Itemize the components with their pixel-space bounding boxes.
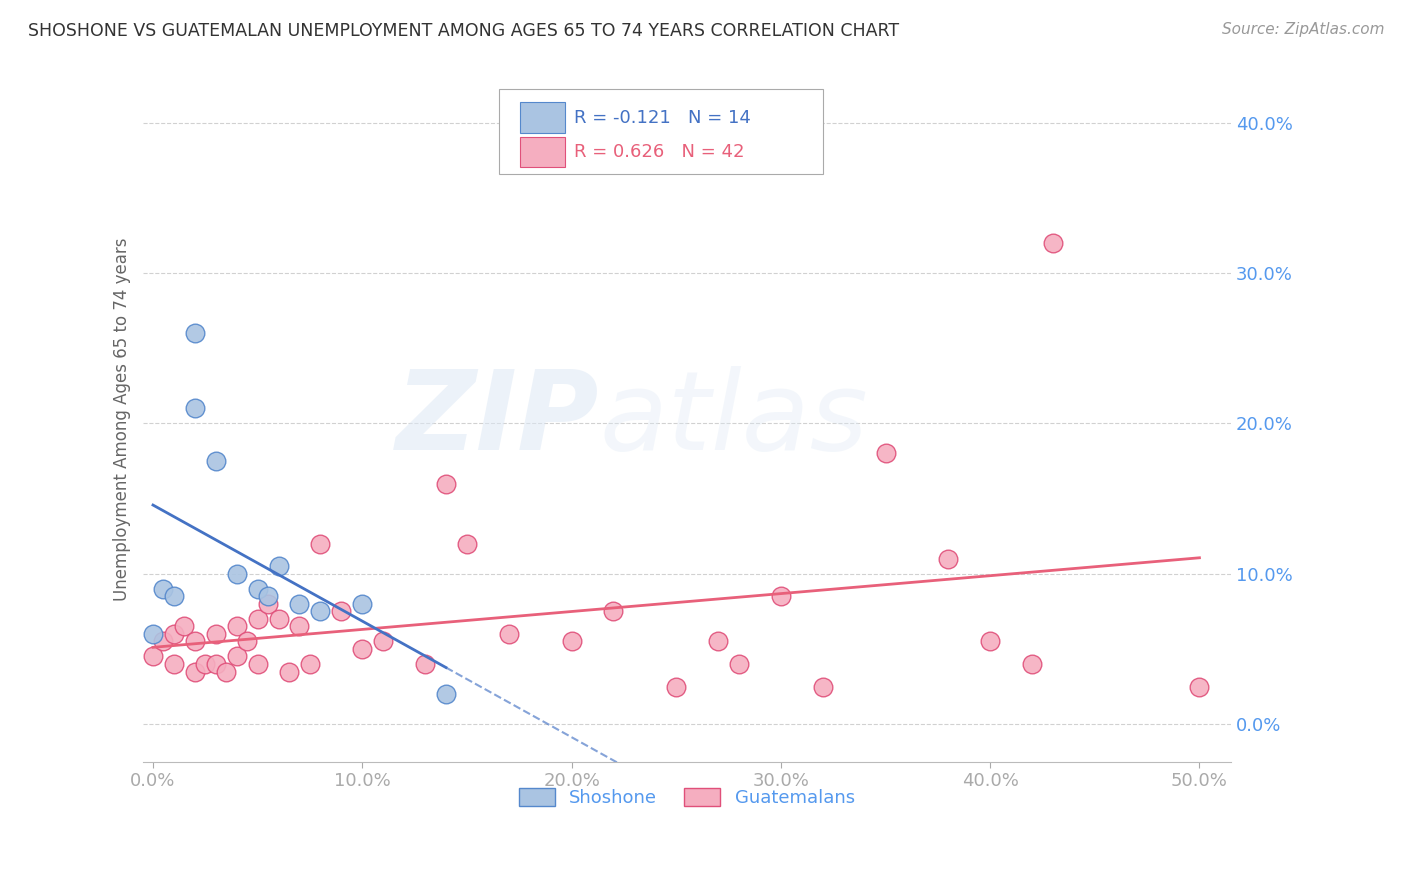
Point [184,401,207,416]
Text: atlas: atlas [599,366,869,473]
Text: Source: ZipAtlas.com: Source: ZipAtlas.com [1222,22,1385,37]
Point [1188,680,1211,694]
Point [434,476,457,491]
Point [194,657,217,671]
Point [246,582,269,596]
Point [267,559,290,574]
Point [352,597,374,611]
Point [163,590,186,604]
Point [267,612,290,626]
Point [456,537,478,551]
Point [225,649,247,664]
Point [309,604,332,618]
Point [204,454,226,468]
Point [204,657,226,671]
Point [257,590,280,604]
Point [561,634,583,648]
Point [152,582,174,596]
Point [728,657,751,671]
Point [246,657,269,671]
Point [246,612,269,626]
Point [1021,657,1043,671]
Point [225,566,247,581]
Point [184,326,207,340]
Point [936,551,959,566]
Point [413,657,436,671]
Point [236,634,259,648]
Point [184,665,207,679]
Point [811,680,834,694]
Point [257,597,280,611]
Y-axis label: Unemployment Among Ages 65 to 74 years: Unemployment Among Ages 65 to 74 years [114,238,131,601]
Point [163,657,186,671]
Text: ZIP: ZIP [396,366,599,473]
Point [142,627,165,641]
Point [665,680,688,694]
Text: R = -0.121   N = 14: R = -0.121 N = 14 [574,109,751,127]
Point [373,634,395,648]
Point [298,657,321,671]
Point [184,634,207,648]
Point [152,634,174,648]
Point [1042,235,1064,250]
Point [288,619,311,633]
Point [707,634,730,648]
Legend: Shoshone, Guatemalans: Shoshone, Guatemalans [512,780,862,814]
Point [204,627,226,641]
Point [352,642,374,657]
Point [769,590,792,604]
Point [142,649,165,664]
Point [434,687,457,701]
Point [309,537,332,551]
Point [288,597,311,611]
Point [498,627,520,641]
Point [163,627,186,641]
Point [173,619,195,633]
Point [979,634,1001,648]
Point [875,446,897,460]
Point [215,665,238,679]
Point [278,665,301,679]
Text: R = 0.626   N = 42: R = 0.626 N = 42 [574,143,744,161]
Text: SHOSHONE VS GUATEMALAN UNEMPLOYMENT AMONG AGES 65 TO 74 YEARS CORRELATION CHART: SHOSHONE VS GUATEMALAN UNEMPLOYMENT AMON… [28,22,900,40]
Point [225,619,247,633]
Point [602,604,624,618]
Point [330,604,353,618]
